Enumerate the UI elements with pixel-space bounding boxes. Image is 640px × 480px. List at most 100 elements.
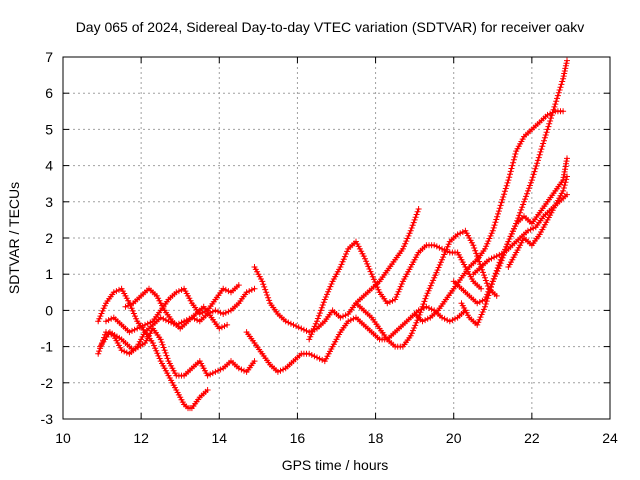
data-point-marker (527, 226, 534, 233)
data-point-marker (408, 330, 415, 337)
data-point-marker (507, 168, 514, 175)
data-point-marker (473, 250, 480, 257)
data-point-marker (338, 261, 345, 268)
data-point-marker (487, 286, 494, 293)
data-point-marker (128, 305, 135, 312)
data-point-marker (310, 326, 317, 332)
series-sat-j (411, 108, 567, 325)
data-point-marker (431, 242, 438, 249)
data-point-marker (393, 294, 400, 300)
data-point-marker (98, 342, 105, 349)
data-point-marker (533, 163, 540, 169)
data-point-marker (100, 305, 107, 312)
data-point-marker (483, 243, 490, 250)
data-point-marker (427, 282, 434, 289)
data-point-marker (520, 201, 527, 208)
data-point-marker (134, 325, 141, 332)
data-point-marker (328, 281, 335, 287)
data-point-marker (561, 182, 568, 189)
data-point-marker (163, 352, 170, 359)
data-point-marker (314, 318, 320, 325)
data-point-marker (431, 274, 438, 281)
data-point-marker (508, 230, 515, 237)
data-point-marker (160, 344, 167, 351)
data-point-marker (162, 349, 169, 356)
data-point-marker (265, 294, 272, 301)
data-point-marker (366, 266, 373, 272)
data-point-marker (121, 348, 128, 355)
data-point-marker (493, 267, 500, 274)
data-point-marker (562, 65, 569, 72)
data-point-marker (133, 315, 140, 322)
data-point-marker (420, 301, 427, 308)
data-point-marker (277, 367, 284, 374)
data-point-marker (238, 366, 245, 373)
data-point-marker (510, 156, 517, 163)
data-point-marker (495, 210, 501, 217)
data-point-marker (560, 108, 567, 115)
data-point-marker (495, 208, 502, 215)
data-point-marker (484, 295, 491, 302)
data-point-marker (564, 155, 570, 162)
data-point-marker (367, 268, 374, 275)
data-point-marker (428, 306, 435, 313)
series-sat-f (251, 206, 422, 336)
data-point-marker (556, 87, 563, 93)
data-point-marker (325, 288, 332, 295)
chart-title: Day 065 of 2024, Sidereal Day-to-day VTE… (76, 19, 585, 35)
data-point-marker (543, 129, 550, 136)
data-point-marker (324, 291, 330, 298)
data-point-marker (495, 262, 502, 269)
data-point-marker (103, 318, 109, 325)
data-point-marker (478, 285, 485, 292)
data-point-marker (501, 188, 508, 195)
data-point-marker (113, 288, 120, 295)
data-point-marker (496, 251, 503, 258)
data-point-marker (147, 319, 154, 326)
data-point-marker (209, 308, 216, 315)
data-point-marker (538, 146, 545, 153)
data-point-marker (532, 165, 539, 172)
data-point-marker (127, 301, 134, 308)
series-sat-b (97, 325, 258, 379)
data-point-marker (347, 317, 354, 324)
data-point-marker (509, 162, 516, 169)
data-point-marker (503, 182, 510, 189)
data-point-marker (488, 281, 495, 288)
data-point-marker (459, 229, 466, 235)
data-point-marker (215, 308, 221, 315)
data-point-marker (506, 236, 513, 242)
data-point-marker (248, 286, 255, 293)
data-point-marker (486, 235, 493, 242)
data-point-marker (505, 238, 512, 245)
data-point-marker (122, 303, 129, 310)
data-point-marker (541, 137, 547, 144)
data-point-marker (422, 295, 429, 302)
data-point-marker (434, 267, 441, 274)
series-sat-m (470, 191, 570, 278)
data-point-marker (479, 266, 485, 273)
data-point-marker (487, 232, 494, 239)
data-point-marker (162, 317, 169, 324)
data-point-marker (493, 253, 500, 260)
data-point-marker (369, 273, 376, 280)
data-point-marker (384, 300, 391, 307)
data-point-marker (370, 276, 377, 283)
data-point-marker (414, 317, 421, 324)
x-tick-label: 14 (211, 430, 227, 446)
data-point-marker (345, 318, 352, 325)
data-point-marker (494, 213, 501, 220)
data-point-marker (243, 289, 250, 296)
data-point-marker (524, 190, 530, 197)
data-point-marker (518, 206, 525, 213)
data-point-marker (105, 317, 112, 324)
data-point-marker (511, 153, 518, 160)
data-point-marker (317, 307, 324, 314)
data-point-marker (417, 309, 424, 316)
data-point-marker (160, 315, 167, 322)
x-tick-labels: 10 12 14 16 18 20 22 24 (55, 430, 618, 446)
data-point-marker (337, 314, 344, 321)
data-point-marker (511, 225, 517, 232)
data-point-marker (564, 57, 570, 64)
data-point-marker (280, 366, 287, 373)
